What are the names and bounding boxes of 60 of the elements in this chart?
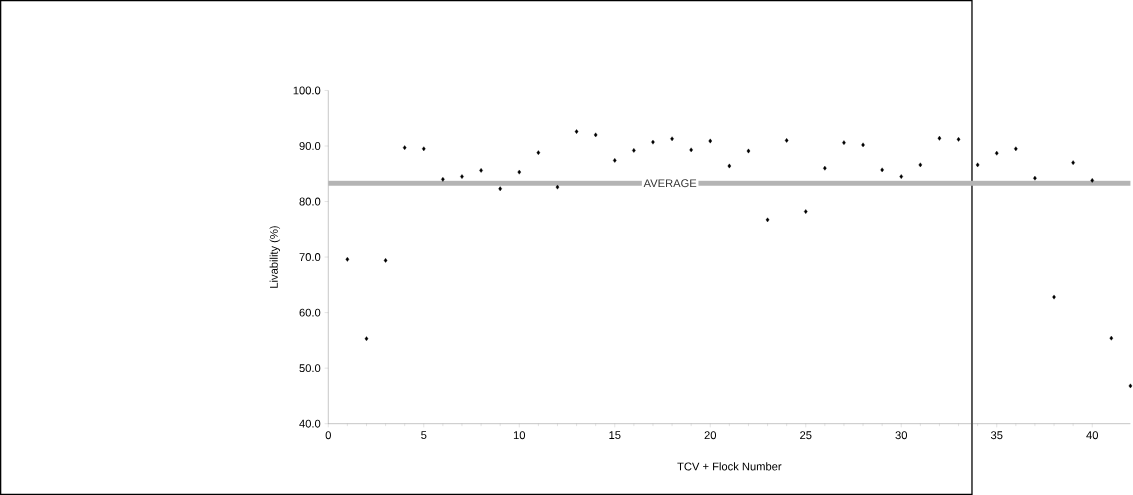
- point: [1090, 178, 1095, 183]
- point: [746, 148, 751, 154]
- point: [861, 142, 865, 148]
- point: [460, 174, 464, 179]
- point: [632, 148, 636, 153]
- point: [823, 165, 827, 171]
- point: [612, 158, 617, 163]
- point: [364, 336, 369, 341]
- point: [975, 162, 980, 168]
- x-tick-label: 20: [704, 431, 717, 440]
- point: [422, 146, 426, 152]
- x-tick-label: 35: [990, 431, 1003, 440]
- point: [689, 147, 693, 153]
- x-tick-label: 15: [609, 431, 621, 439]
- point: [479, 168, 483, 173]
- point: [536, 150, 541, 155]
- point: [880, 167, 884, 173]
- point: [345, 256, 350, 262]
- point: [498, 186, 502, 192]
- point: [383, 258, 388, 263]
- point: [784, 138, 789, 143]
- point: [1109, 335, 1114, 341]
- point: [1014, 146, 1018, 152]
- y-tick-label: 70.0: [299, 253, 321, 261]
- x-axis-title: TCV + Flock Number: [677, 462, 782, 471]
- x-tick-label: 0: [325, 431, 331, 440]
- x-tick-label: 30: [895, 431, 908, 440]
- y-tick-label: 90.0: [299, 142, 321, 150]
- point: [593, 132, 598, 138]
- point: [517, 169, 522, 175]
- point: [842, 140, 846, 145]
- point: [803, 209, 808, 214]
- point: [1052, 294, 1056, 300]
- point: [1033, 175, 1037, 181]
- point: [402, 145, 407, 150]
- ref-line-label: AVERAGE: [643, 179, 697, 188]
- point: [708, 138, 713, 144]
- point: [727, 163, 732, 169]
- point: [670, 136, 674, 142]
- y-tick-label: 40.0: [299, 419, 321, 428]
- x-tick-label: 40: [1086, 431, 1099, 440]
- y-tick-label: 60.0: [299, 308, 321, 317]
- point: [651, 139, 655, 145]
- x-tick-label: 5: [421, 431, 427, 439]
- y-tick-label: 100.0: [293, 86, 321, 95]
- y-tick-label: 80.0: [299, 197, 321, 206]
- point: [555, 184, 560, 190]
- point: [441, 176, 445, 182]
- point: [899, 174, 904, 179]
- point: [918, 162, 923, 168]
- point: [994, 150, 999, 156]
- x-tick-label: 10: [513, 431, 526, 440]
- point: [574, 129, 579, 134]
- y-tick-label: 50.0: [299, 364, 321, 373]
- point: [765, 217, 770, 223]
- x-tick-label: 25: [800, 431, 812, 440]
- point: [1071, 160, 1075, 165]
- point: [937, 135, 942, 141]
- point: [956, 136, 961, 142]
- y-axis-title: Livability (%): [269, 226, 281, 288]
